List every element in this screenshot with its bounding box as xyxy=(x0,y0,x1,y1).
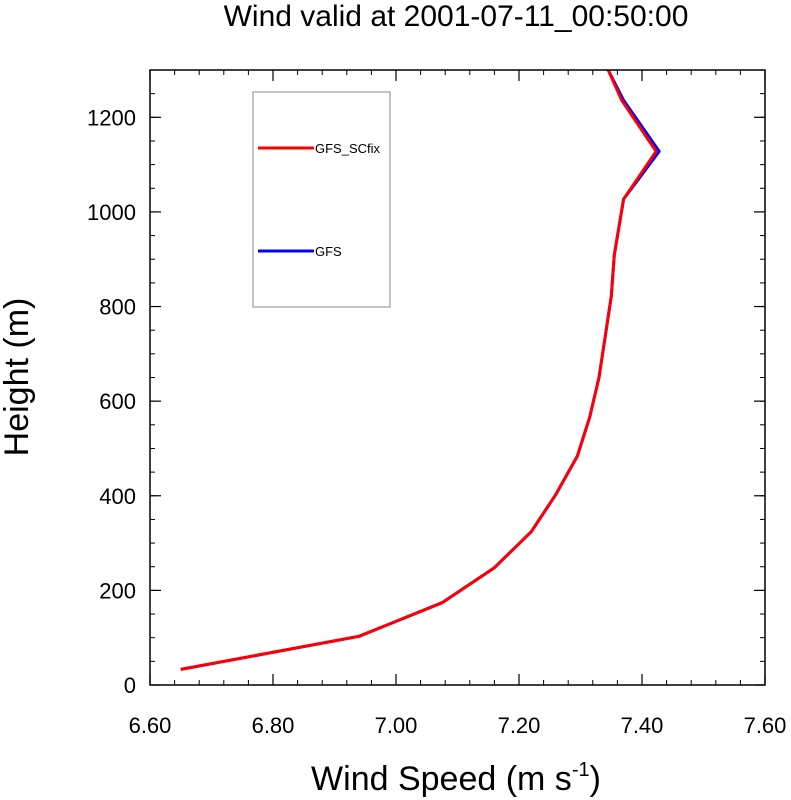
plot-frame xyxy=(149,69,766,686)
legend-box xyxy=(252,91,391,308)
y-tick-label: 1200 xyxy=(87,105,136,130)
x-tick-labels: 6.60 6.80 7.00 7.20 7.40 7.60 xyxy=(129,713,787,738)
chart-title: Wind valid at 2001-07-11_00:50:00 xyxy=(224,0,689,33)
x-axis-title: Wind Speed (m s-1) xyxy=(311,759,601,798)
y-tick-label: 200 xyxy=(99,578,136,603)
y-axis-title: Height (m) xyxy=(0,298,36,457)
x-tick-label: 6.60 xyxy=(129,713,172,738)
y-tick-label: 1000 xyxy=(87,200,136,225)
y-tick-label: 0 xyxy=(124,673,136,698)
y-tick-label: 800 xyxy=(99,295,136,320)
x-tick-label: 7.00 xyxy=(375,713,418,738)
legend: GFS_SCfix GFS xyxy=(252,91,391,308)
x-tick-label: 7.60 xyxy=(744,713,787,738)
x-axis-title-end: ) xyxy=(590,760,601,798)
legend-label-gfs: GFS xyxy=(315,244,342,259)
x-axis-title-main: Wind Speed (m s xyxy=(311,760,572,798)
x-tick-label: 7.20 xyxy=(498,713,541,738)
x-axis-title-superscript: -1 xyxy=(572,759,590,781)
y-tick-label: 400 xyxy=(99,484,136,509)
legend-label-gfs-scfix: GFS_SCfix xyxy=(315,141,381,156)
y-tick-labels: 0 200 400 600 800 1000 1200 xyxy=(87,105,136,698)
x-tick-label: 7.40 xyxy=(621,713,664,738)
y-tick-label: 600 xyxy=(99,389,136,414)
data-series xyxy=(180,69,661,671)
x-tick-label: 6.80 xyxy=(252,713,295,738)
series-line-gfs-scfix xyxy=(180,69,658,671)
